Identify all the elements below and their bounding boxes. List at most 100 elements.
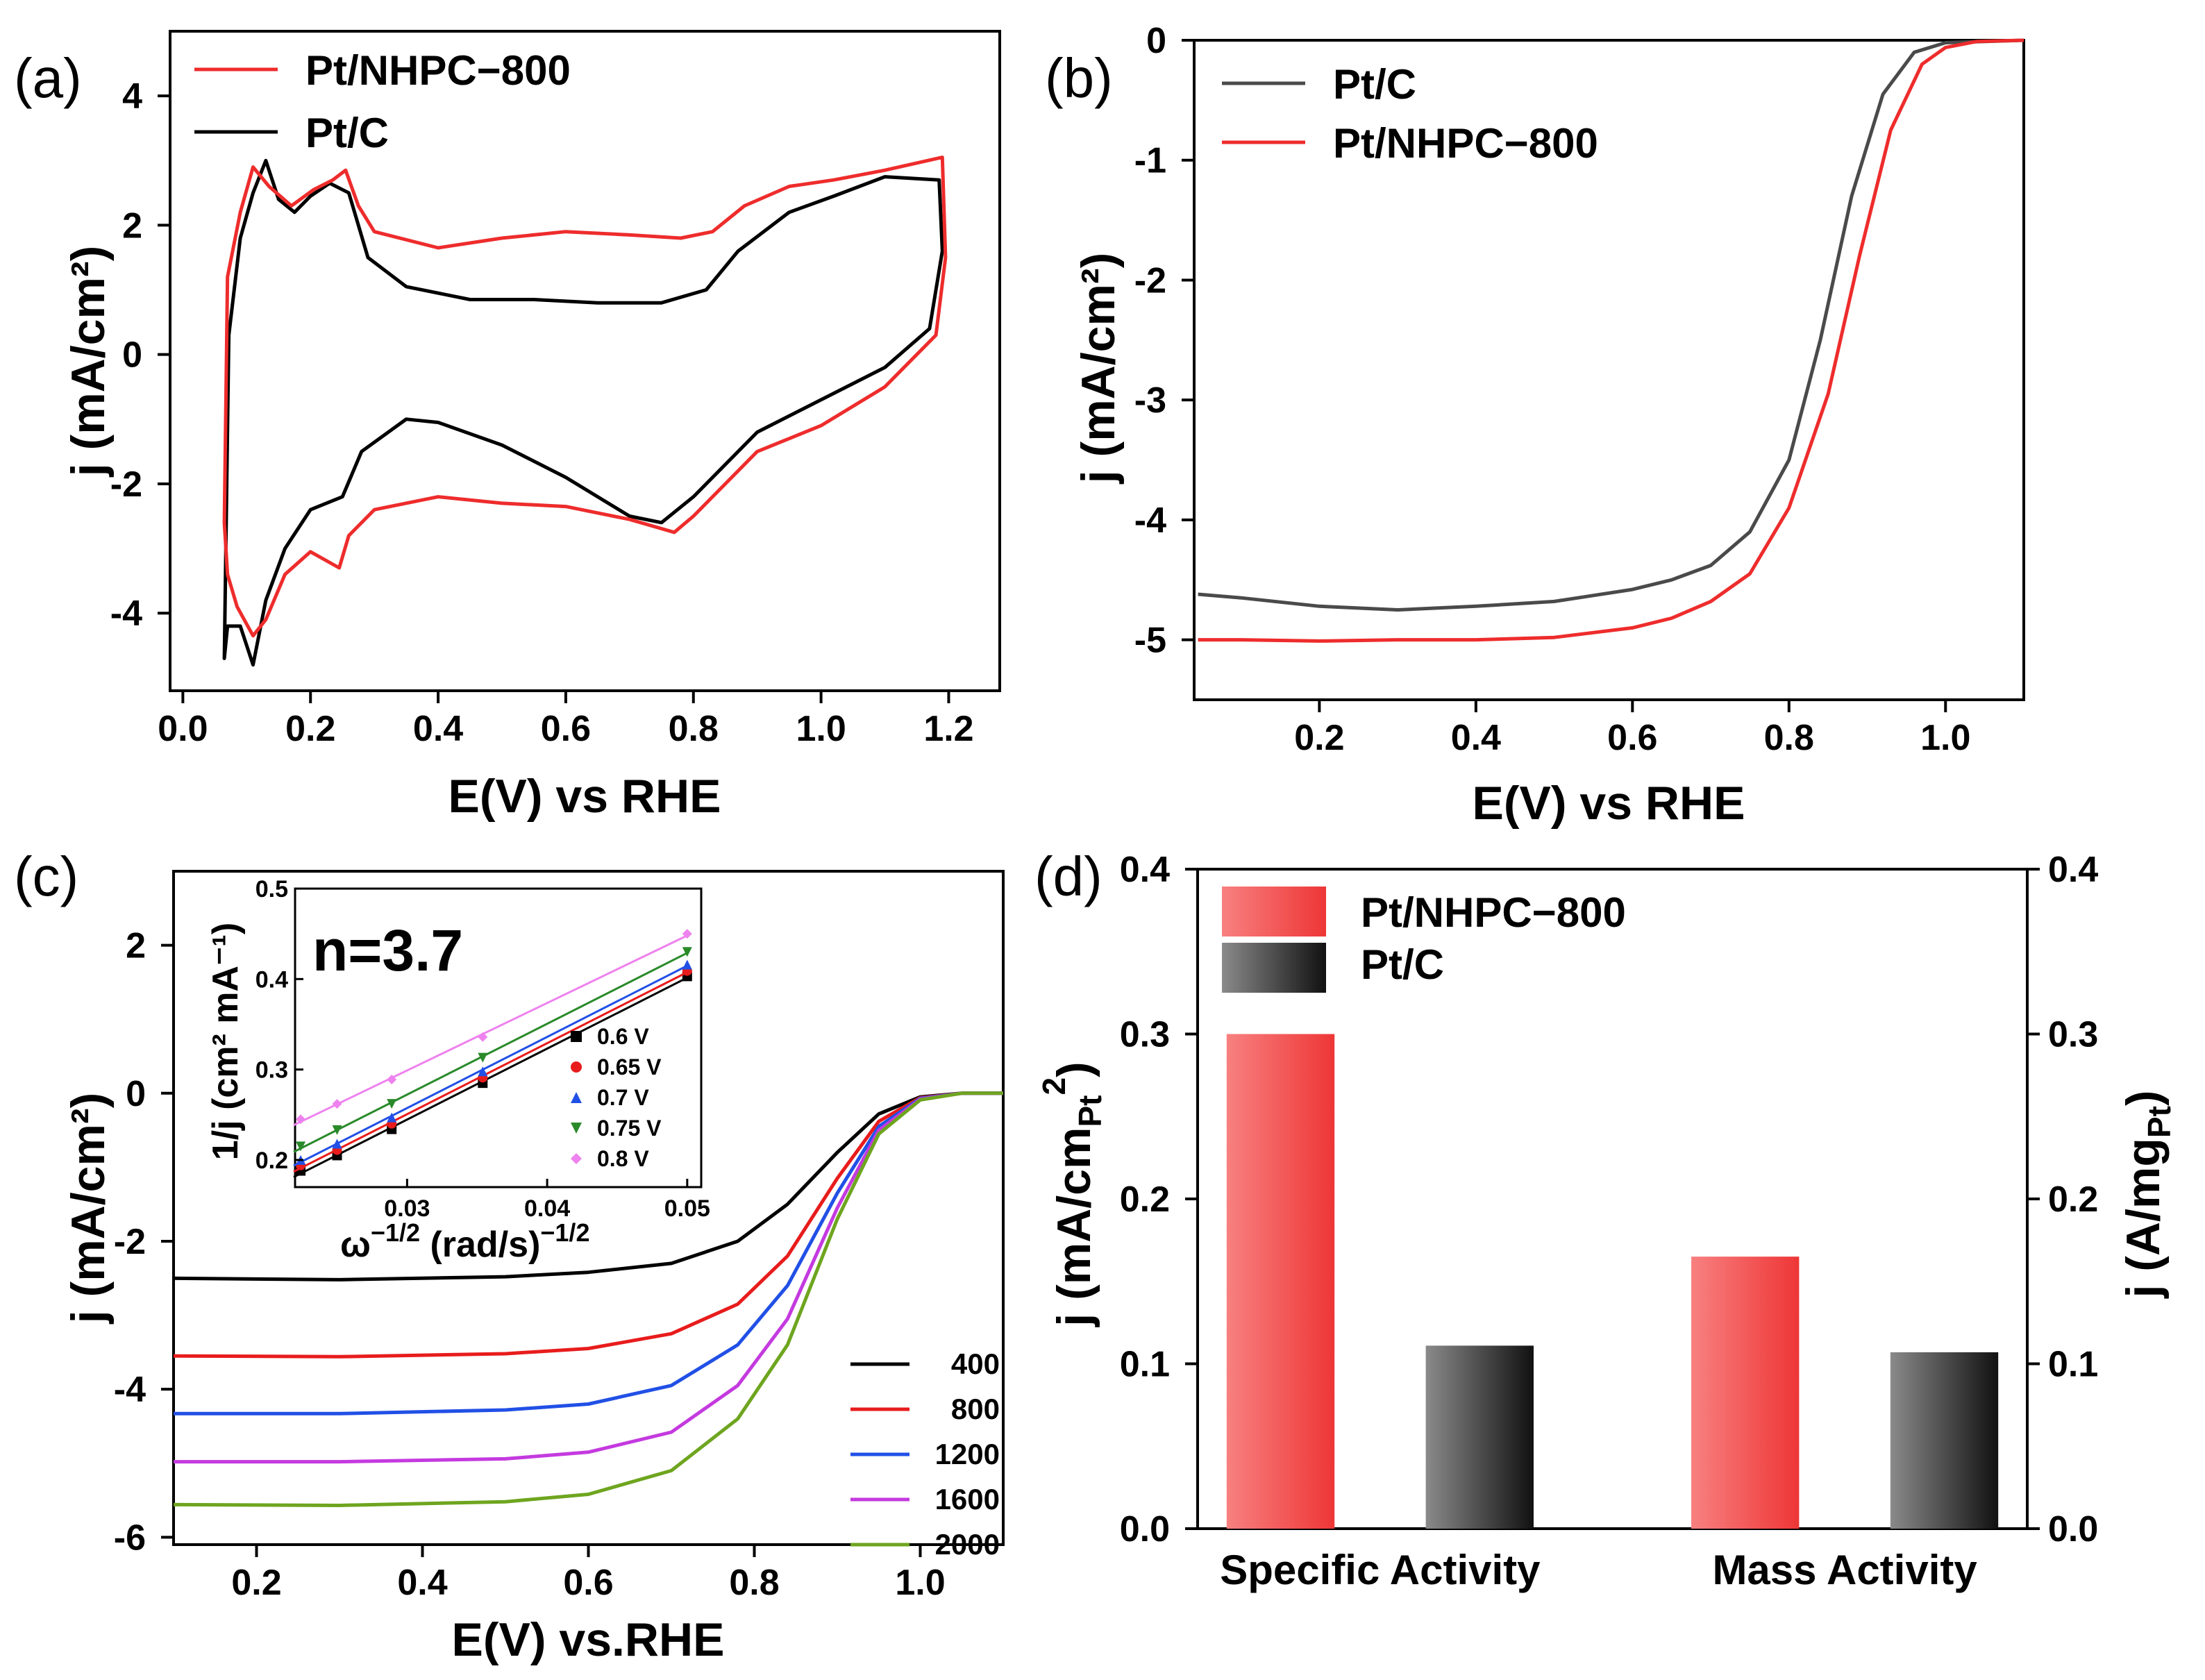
panel-b-x-tick-label: 1.0 xyxy=(1920,718,1970,758)
panel-a-x-tick-label: 0.4 xyxy=(413,709,463,749)
panel-a-y-label: j (mA/cm²) xyxy=(62,246,115,478)
panel-d: (d) 0.0 0.0 0.1 0.1 0.2 0.2 0.3 0.3 0.4 0.4 Speci… xyxy=(1034,846,2177,1593)
panel-c-legend-800: 800 xyxy=(951,1393,1000,1425)
inset-x-label-sup2: −1/2 xyxy=(540,1218,589,1247)
panel-d-y-label-left: j (mA/cmPt2) xyxy=(1036,1061,1108,1327)
panel-b-y-tick-label: 0 xyxy=(1146,21,1166,61)
panel-b-legend-ptc: Pt/C xyxy=(1333,61,1416,108)
inset-point-0-8-v xyxy=(682,929,692,939)
inset-point-0-8-v xyxy=(332,1099,342,1109)
panel-a-x-tick-label: 0.2 xyxy=(285,709,335,749)
panel-d-y-right-end: ) xyxy=(2117,1090,2170,1106)
panel-a-x-tick-label: 0.8 xyxy=(669,709,719,749)
panel-c-y-tick-label: 0 xyxy=(126,1074,146,1114)
panel-b-y-tick-label: -3 xyxy=(1134,380,1166,421)
panel-d-y-left-end: ) xyxy=(1048,1061,1100,1077)
panel-d-categories: Specific Activity Mass Activity xyxy=(1220,1547,1977,1593)
inset-point-0-7-v xyxy=(478,1066,488,1077)
panel-d-y-tick-label-right: 0.3 xyxy=(2048,1015,2098,1055)
panel-b-y-tick-label: -1 xyxy=(1134,141,1166,181)
inset-fit-0-7-v xyxy=(293,964,688,1167)
panel-b-legend-nhpc: Pt/NHPC−800 xyxy=(1333,120,1598,167)
panel-a-frame xyxy=(169,30,1001,692)
inset-x-ticks: 0.03 0.04 0.05 xyxy=(384,1179,710,1222)
inset-legend-marker-0-7-v xyxy=(571,1092,582,1103)
panel-d-y-tick-label-right: 0.1 xyxy=(2048,1345,2098,1385)
inset-point-0-75-v xyxy=(478,1052,488,1063)
panel-d-y-tick-label-left: 0.0 xyxy=(1120,1509,1170,1549)
panel-c-y-label: j (mA/cm²) xyxy=(62,1093,115,1325)
panel-d-legend-swatch-nhpc xyxy=(1222,887,1326,936)
inset-x-label: ω−1/2 (rad/s)−1/2 xyxy=(340,1218,589,1265)
panel-a-x-tick-label: 0.6 xyxy=(541,709,591,749)
panel-c-label: (c) xyxy=(14,846,78,907)
panel-a-series-pt-c xyxy=(222,158,944,667)
inset-legend-0-7-v: 0.7 V xyxy=(597,1085,649,1110)
inset-x-label-sup1: −1/2 xyxy=(371,1218,420,1247)
inset-legend-0-8-v: 0.8 V xyxy=(597,1146,649,1171)
panel-a: (a) 0.0 0.2 0.4 0.6 0.8 1.0 1.2 -4 -2 0 2 4 E(V) v… xyxy=(14,30,1001,823)
inset-annotation: n=3.7 xyxy=(312,918,463,983)
panel-a-label: (a) xyxy=(14,47,82,109)
panel-b-y-tick-label: -2 xyxy=(1134,260,1166,301)
panel-b-x-tick-label: 0.4 xyxy=(1451,718,1501,758)
panel-c-y-tick-label: -2 xyxy=(114,1222,146,1262)
panel-d-y-left-sup: 2 xyxy=(1036,1077,1072,1095)
panel-c-legend: 400 800 1200 1600 2000 xyxy=(850,1347,1000,1561)
inset-legend-0-75-v: 0.75 V xyxy=(597,1116,662,1141)
panel-d-y-tick-label-right: 0.2 xyxy=(2048,1179,2098,1220)
panel-c-legend-2000: 2000 xyxy=(935,1528,1000,1561)
panel-d-category-mass-activity: Mass Activity xyxy=(1712,1547,1977,1593)
inset-y-ticks: 0.2 0.3 0.4 0.5 xyxy=(255,876,303,1174)
inset-x-label-omega: ω xyxy=(340,1225,371,1265)
panel-a-plot xyxy=(222,156,948,667)
panel-b: (b) 0.2 0.4 0.6 0.8 1.0 0 -1 -2 -3 -4 -5 E(V) vs … xyxy=(1045,21,2025,830)
panel-c-y-ticks: 2 0 -2 -4 -6 xyxy=(114,926,174,1558)
panel-c-x-label: E(V) vs.RHE xyxy=(452,1613,725,1666)
panel-b-y-label: j (mA/cm²) xyxy=(1072,253,1125,485)
inset-x-tick-label: 0.03 xyxy=(384,1195,430,1222)
inset-fit-0-6-v xyxy=(293,976,688,1178)
panel-c-x-tick-label: 1.0 xyxy=(895,1563,945,1603)
panel-c-x-tick-label: 0.4 xyxy=(397,1563,447,1603)
bar-pt-c-mass-activity xyxy=(1890,1352,1999,1529)
inset-legend-marker-0-75-v xyxy=(571,1123,582,1134)
panel-d-y-right-sub: Pt xyxy=(2141,1106,2177,1138)
panel-d-y-tick-label-left: 0.1 xyxy=(1120,1345,1170,1385)
panel-c-x-tick-label: 0.6 xyxy=(563,1563,613,1603)
panel-a-y-ticks: -4 -2 0 2 4 xyxy=(110,76,170,634)
panel-d-y-ticks: 0.0 0.0 0.1 0.1 0.2 0.2 0.3 0.3 0.4 0.4 xyxy=(1120,850,2099,1549)
inset-legend-marker-0-65-v xyxy=(571,1061,582,1073)
inset-point-0-8-v xyxy=(478,1032,488,1042)
inset-x-tick-label: 0.04 xyxy=(524,1195,570,1222)
panel-b-series-pt-c xyxy=(1198,38,2024,612)
panel-c-plot xyxy=(173,1091,1003,1507)
panel-d-plot xyxy=(1226,1034,1999,1529)
panel-a-y-tick-label: 0 xyxy=(122,335,142,376)
panel-d-label: (d) xyxy=(1034,846,1102,907)
panel-d-y-tick-label-left: 0.3 xyxy=(1120,1015,1170,1055)
panel-c-legend-400: 400 xyxy=(951,1347,1000,1380)
inset-point-0-8-v xyxy=(387,1074,397,1084)
inset-y-label: 1/j (cm² mA⁻¹) xyxy=(206,923,246,1160)
panel-d-legend-swatch-ptc xyxy=(1222,943,1326,993)
inset-point-0-8-v xyxy=(296,1114,306,1125)
inset-x-tick-label: 0.05 xyxy=(664,1195,710,1222)
panel-a-y-tick-label: -2 xyxy=(110,464,142,505)
panel-a-legend-ptc: Pt/C xyxy=(305,110,389,156)
inset-legend-0-6-v: 0.6 V xyxy=(597,1024,649,1049)
inset-point-0-7-v xyxy=(387,1112,397,1123)
inset-fit-0-75-v xyxy=(293,952,688,1153)
panel-a-y-tick-label: 2 xyxy=(122,205,142,246)
panel-b-frame xyxy=(1193,39,2025,701)
panel-b-series-pt-nhpc-800 xyxy=(1198,38,2024,643)
inset-point-0-75-v xyxy=(387,1099,397,1109)
inset-point-0-7-v xyxy=(682,959,692,970)
panel-d-y-tick-label-right: 0.4 xyxy=(2048,850,2098,890)
inset-legend-0-65-v: 0.65 V xyxy=(597,1055,662,1080)
inset-legend: 0.6 V 0.65 V 0.7 V 0.75 V 0.8 V xyxy=(571,1024,662,1171)
inset-fit-0-8-v xyxy=(293,934,688,1127)
panel-b-legend: Pt/C Pt/NHPC−800 xyxy=(1222,61,1598,167)
inset-y-tick-label: 0.3 xyxy=(255,1057,288,1084)
